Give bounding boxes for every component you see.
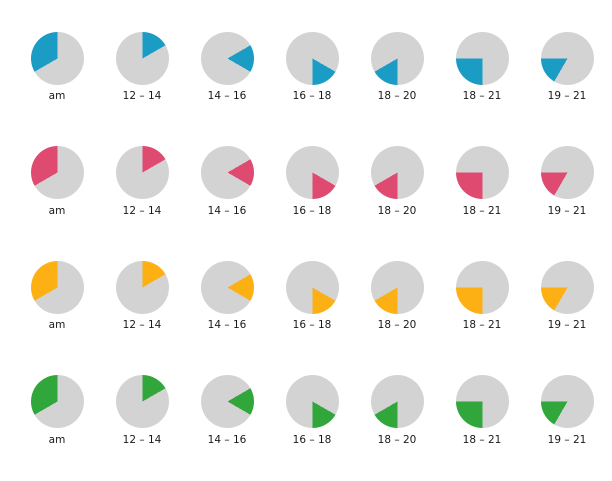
clock-pie-row-1-blue-col5 [370, 31, 424, 85]
clock-pie-row-3-orange-col2 [115, 260, 169, 314]
clock-pie-row-4-green-col1 [30, 375, 84, 428]
clock-pie-row-1-blue-col1 [30, 31, 84, 85]
time-range-label: 12 – 14 [122, 204, 162, 217]
clock-pie-row-1-blue-col7 [540, 31, 594, 85]
time-range-label: 18 – 20 [377, 319, 417, 331]
time-range-label: 16 – 18 [292, 319, 332, 331]
clock-pie-row-3-orange-col3 [200, 260, 254, 314]
time-range-label: 19 – 21 [547, 433, 587, 446]
clock-pie-row-1-blue-col6 [455, 31, 509, 85]
clock-pie-row-1-blue-col2 [115, 31, 169, 85]
clock-pie-row-2-pink-col6 [455, 146, 509, 199]
time-range-label: 14 – 16 [207, 204, 247, 217]
clock-pie-row-1-blue-col4 [285, 31, 339, 85]
time-range-label: 14 – 16 [207, 90, 247, 102]
clock-pie-row-2-pink-col1 [30, 146, 84, 199]
clock-pie-row-3-orange-col6 [455, 260, 509, 314]
clock-pie-row-4-green-col4 [285, 375, 339, 428]
time-range-label: 12 – 14 [122, 433, 162, 446]
clock-pie-row-4-green-col6 [455, 375, 509, 428]
clock-pie-row-2-pink-col5 [370, 146, 424, 199]
time-range-label: 16 – 18 [292, 204, 332, 217]
time-range-label: 19 – 21 [547, 204, 587, 217]
time-range-label: 18 – 21 [462, 204, 502, 217]
time-range-label: 12 – 14 [122, 319, 162, 331]
time-range-label: 16 – 18 [292, 90, 332, 102]
clock-pie-row-3-orange-col4 [285, 260, 339, 314]
clock-pie-row-4-green-col5 [370, 375, 424, 428]
time-range-label: am [48, 319, 66, 331]
clock-pie-row-2-pink-col7 [540, 146, 594, 199]
clock-pie-row-4-green-col7 [540, 375, 594, 428]
time-range-label: 12 – 14 [122, 90, 162, 102]
clock-pie-row-3-orange-col7 [540, 260, 594, 314]
time-range-label: 18 – 20 [377, 90, 417, 102]
time-range-label: am [48, 433, 66, 446]
clock-pie-row-3-orange-col1 [30, 260, 84, 314]
time-range-label: 18 – 21 [462, 90, 502, 102]
time-range-label: 16 – 18 [292, 433, 332, 446]
time-range-label: 18 – 21 [462, 433, 502, 446]
time-range-label: am [48, 204, 66, 217]
clock-pie-row-3-orange-col5 [370, 260, 424, 314]
time-range-label: 18 – 20 [377, 433, 417, 446]
time-range-label: 19 – 21 [547, 90, 587, 102]
clock-pie-row-2-pink-col4 [285, 146, 339, 199]
clock-pie-row-4-green-col2 [115, 375, 169, 428]
clock-pie-row-2-pink-col3 [200, 146, 254, 199]
clock-pie-row-1-blue-col3 [200, 31, 254, 85]
time-range-label: 14 – 16 [207, 433, 247, 446]
time-range-label: 14 – 16 [207, 319, 247, 331]
time-range-label: am [48, 90, 66, 102]
time-range-label: 18 – 21 [462, 319, 502, 331]
clock-pie-row-4-green-col3 [200, 375, 254, 428]
time-range-label: 18 – 20 [377, 204, 417, 217]
clock-pie-row-2-pink-col2 [115, 146, 169, 199]
time-range-label: 19 – 21 [547, 319, 587, 331]
